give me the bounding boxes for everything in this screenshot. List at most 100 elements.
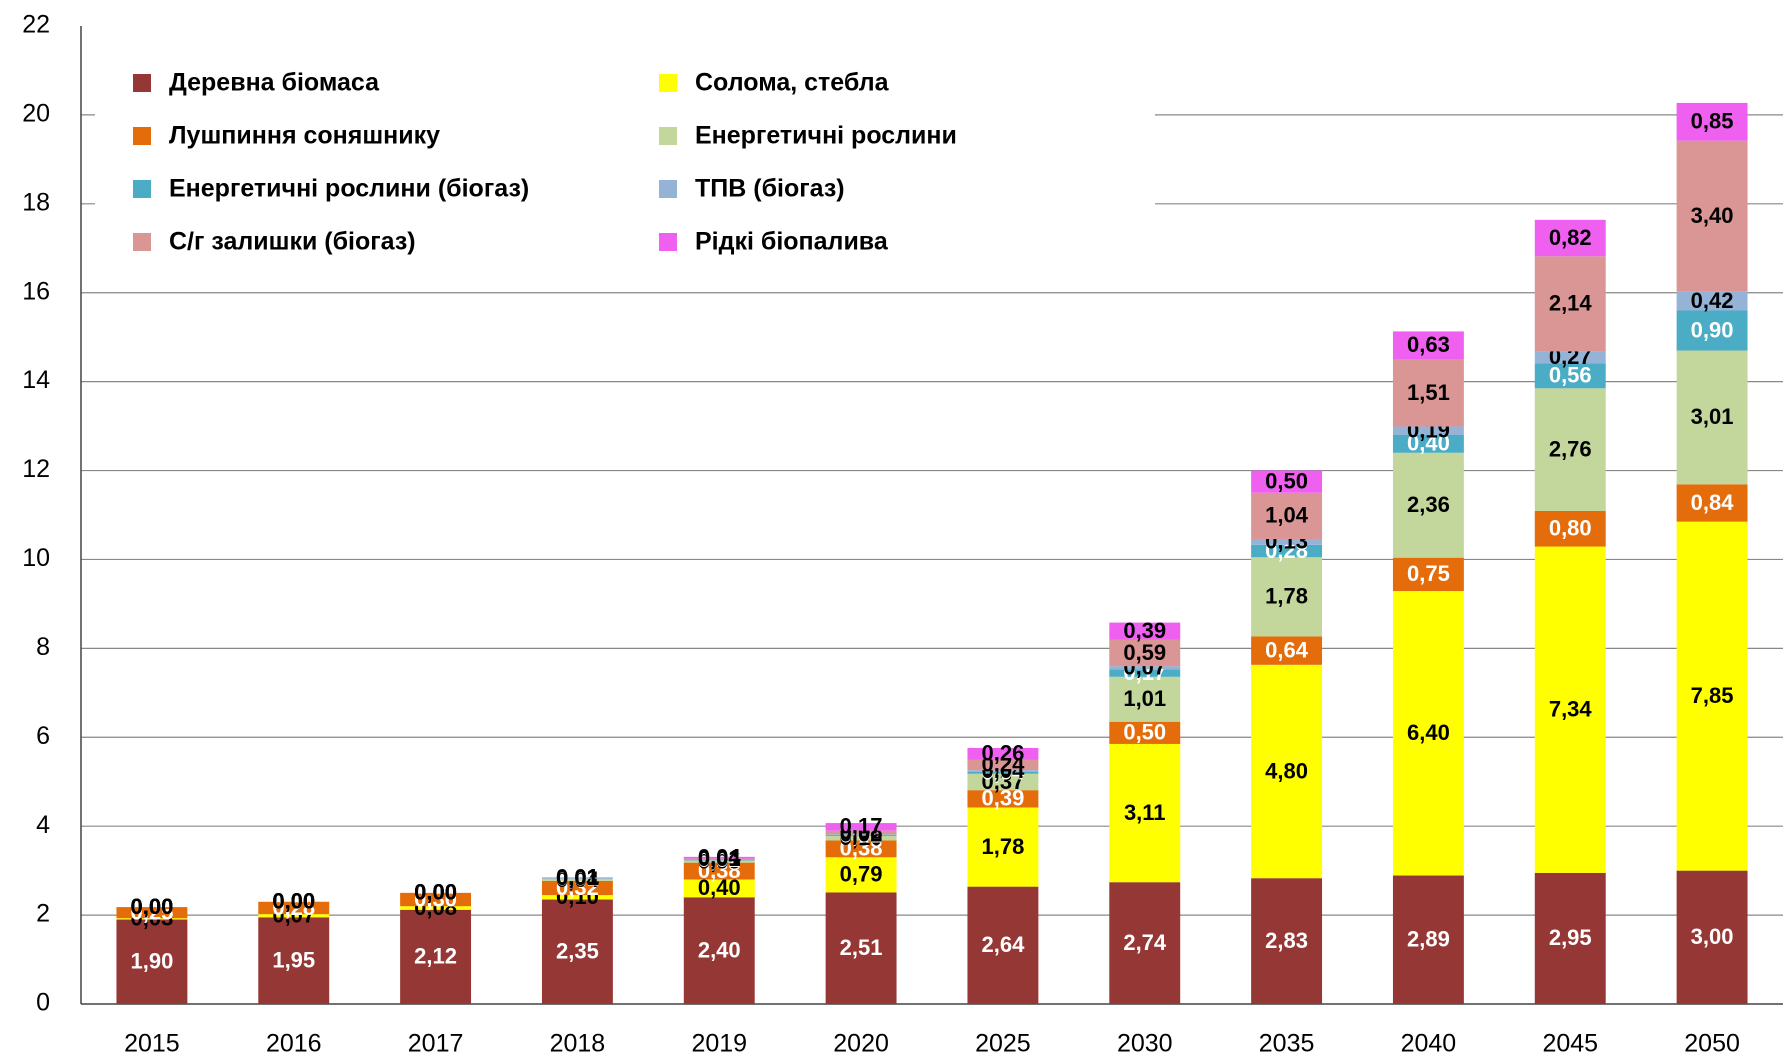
x-tick-label: 2019 [691, 1030, 747, 1058]
data-label: 0,25 [131, 899, 174, 924]
data-label: 2,40 [698, 937, 741, 962]
data-label: 1,90 [131, 949, 174, 974]
bar-segment [1534, 388, 1606, 511]
data-label: 2,12 [414, 944, 457, 969]
bar-segment [1392, 557, 1464, 592]
bar-segment [1109, 721, 1181, 744]
data-label: 3,11 [1124, 800, 1166, 825]
y-tick-label: 16 [22, 277, 50, 305]
data-label: 0,00 [414, 880, 457, 905]
data-label: 1,78 [1265, 584, 1308, 609]
data-label: 0,05 [698, 848, 741, 873]
bar-segment [1109, 669, 1181, 677]
bar-segment [1676, 140, 1748, 292]
bar-segment [1251, 492, 1323, 540]
bar-segment [1676, 350, 1748, 485]
x-tick-label: 2035 [1259, 1030, 1315, 1058]
y-tick-label: 20 [22, 100, 50, 128]
data-label: 0,26 [982, 741, 1025, 766]
bar-segment [1392, 426, 1464, 435]
data-label: 0,80 [1549, 516, 1592, 541]
legend-swatch [133, 74, 151, 92]
bar-segment [683, 879, 755, 898]
x-tick-label: 2025 [975, 1030, 1031, 1058]
data-label: 0,28 [272, 895, 315, 920]
bar-segment [1251, 539, 1323, 545]
x-tick-label: 2045 [1542, 1030, 1598, 1058]
y-tick-label: 2 [36, 900, 50, 928]
bar-segment [967, 807, 1039, 887]
bar-segment [683, 897, 755, 1004]
data-label: 0,01 [556, 865, 599, 890]
data-label: 2,83 [1265, 928, 1308, 953]
bar-segment [825, 892, 897, 1004]
bar-segment [1109, 622, 1181, 640]
y-tick-label: 8 [36, 633, 50, 661]
legend-label: С/г залишки (біогаз) [169, 228, 416, 256]
x-tick-label: 2030 [1117, 1030, 1173, 1058]
bar-segment [1109, 882, 1181, 1004]
data-label: 2,89 [1407, 927, 1450, 952]
data-label: 2,74 [1123, 930, 1167, 955]
legend-label: Енергетичні рослини [695, 122, 957, 150]
x-tick-label: 2017 [408, 1030, 464, 1058]
legend-label: Енергетичні рослини (біогаз) [169, 175, 529, 203]
bar-segment [967, 773, 1039, 791]
bar-segment [1676, 291, 1748, 311]
data-label: 0,56 [1549, 363, 1592, 388]
bar-segment [541, 895, 613, 900]
y-tick-label: 0 [36, 989, 50, 1017]
bar-segment [967, 747, 1039, 760]
bar-segment [967, 759, 1039, 771]
data-label: 0,00 [131, 894, 174, 919]
bar-segment [825, 834, 897, 836]
bar-segment [541, 879, 613, 881]
bar-segment [1392, 331, 1464, 360]
bar-segment [825, 823, 897, 831]
data-label: 1,01 [1123, 686, 1166, 711]
data-label: 0,64 [1265, 637, 1309, 662]
legend-label: Деревна біомаса [169, 69, 380, 97]
bar-segment [400, 909, 472, 1004]
bar-segment [1676, 870, 1748, 1004]
bar-segment [541, 899, 613, 1004]
data-label: 2,35 [556, 939, 599, 964]
data-label: 1,51 [1407, 380, 1450, 405]
data-label: 0,00 [414, 880, 457, 905]
data-label: 7,34 [1549, 697, 1593, 722]
legend-swatch [659, 74, 677, 92]
y-tick-label: 10 [22, 544, 50, 572]
data-label: 1,78 [982, 834, 1025, 859]
bar-segment [1251, 878, 1323, 1004]
x-tick-label: 2040 [1401, 1030, 1457, 1058]
data-label: 2,51 [840, 935, 883, 960]
data-label: 7,85 [1691, 683, 1734, 708]
legend-label: Солома, стебла [695, 69, 890, 97]
bar-segment [1534, 219, 1606, 257]
bar-segment [1109, 666, 1181, 670]
data-label: 2,64 [982, 932, 1026, 957]
bar-segment [1676, 102, 1748, 141]
bar-segment [967, 886, 1039, 1004]
data-label: 6,40 [1407, 720, 1450, 745]
bar-segment [825, 840, 897, 858]
bar-segment [258, 917, 330, 1004]
bar-segment [1534, 872, 1606, 1004]
data-label: 0,50 [1265, 468, 1308, 493]
data-label: 0,42 [1691, 288, 1734, 313]
data-label: 0,00 [272, 889, 315, 914]
bar-segment [967, 771, 1039, 774]
bar-segment [1676, 310, 1748, 351]
data-label: 0,00 [131, 894, 174, 919]
data-label: 0,04 [556, 867, 600, 892]
y-tick-label: 22 [22, 11, 50, 39]
bar-segment [1534, 256, 1606, 352]
bar-segment [825, 835, 897, 836]
data-label: 0,85 [1691, 109, 1734, 134]
data-label: 2,14 [1549, 291, 1593, 316]
bar-segment [116, 907, 188, 919]
data-label: 0,00 [131, 894, 174, 919]
data-label: 0,00 [131, 894, 174, 919]
data-label: 0,01 [556, 864, 599, 889]
bar-segment [1676, 484, 1748, 522]
